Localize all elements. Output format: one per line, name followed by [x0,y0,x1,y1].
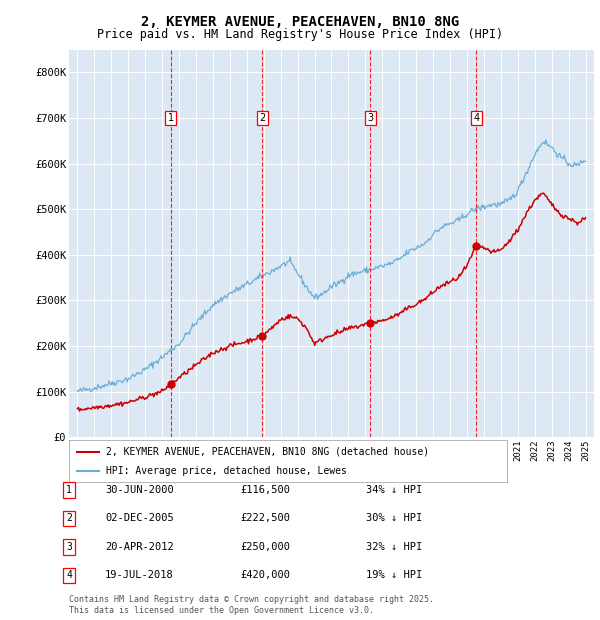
Text: 1: 1 [66,485,72,495]
Text: Price paid vs. HM Land Registry's House Price Index (HPI): Price paid vs. HM Land Registry's House … [97,28,503,41]
Text: 1: 1 [167,113,173,123]
Text: £222,500: £222,500 [240,513,290,523]
Text: 02-DEC-2005: 02-DEC-2005 [105,513,174,523]
Text: 19% ↓ HPI: 19% ↓ HPI [366,570,422,580]
Text: £250,000: £250,000 [240,542,290,552]
Text: 30-JUN-2000: 30-JUN-2000 [105,485,174,495]
Text: 3: 3 [66,542,72,552]
Text: 4: 4 [66,570,72,580]
Text: 19-JUL-2018: 19-JUL-2018 [105,570,174,580]
Text: 32% ↓ HPI: 32% ↓ HPI [366,542,422,552]
Text: Contains HM Land Registry data © Crown copyright and database right 2025.: Contains HM Land Registry data © Crown c… [69,595,434,604]
Text: 2: 2 [66,513,72,523]
Text: 2, KEYMER AVENUE, PEACEHAVEN, BN10 8NG (detached house): 2, KEYMER AVENUE, PEACEHAVEN, BN10 8NG (… [106,446,430,456]
Text: HPI: Average price, detached house, Lewes: HPI: Average price, detached house, Lewe… [106,466,347,476]
Text: 2, KEYMER AVENUE, PEACEHAVEN, BN10 8NG: 2, KEYMER AVENUE, PEACEHAVEN, BN10 8NG [141,16,459,30]
Text: 4: 4 [473,113,479,123]
Text: £420,000: £420,000 [240,570,290,580]
Text: 2: 2 [259,113,266,123]
Text: 20-APR-2012: 20-APR-2012 [105,542,174,552]
Text: 30% ↓ HPI: 30% ↓ HPI [366,513,422,523]
Text: £116,500: £116,500 [240,485,290,495]
Text: 3: 3 [367,113,374,123]
Text: This data is licensed under the Open Government Licence v3.0.: This data is licensed under the Open Gov… [69,606,374,615]
Text: 34% ↓ HPI: 34% ↓ HPI [366,485,422,495]
